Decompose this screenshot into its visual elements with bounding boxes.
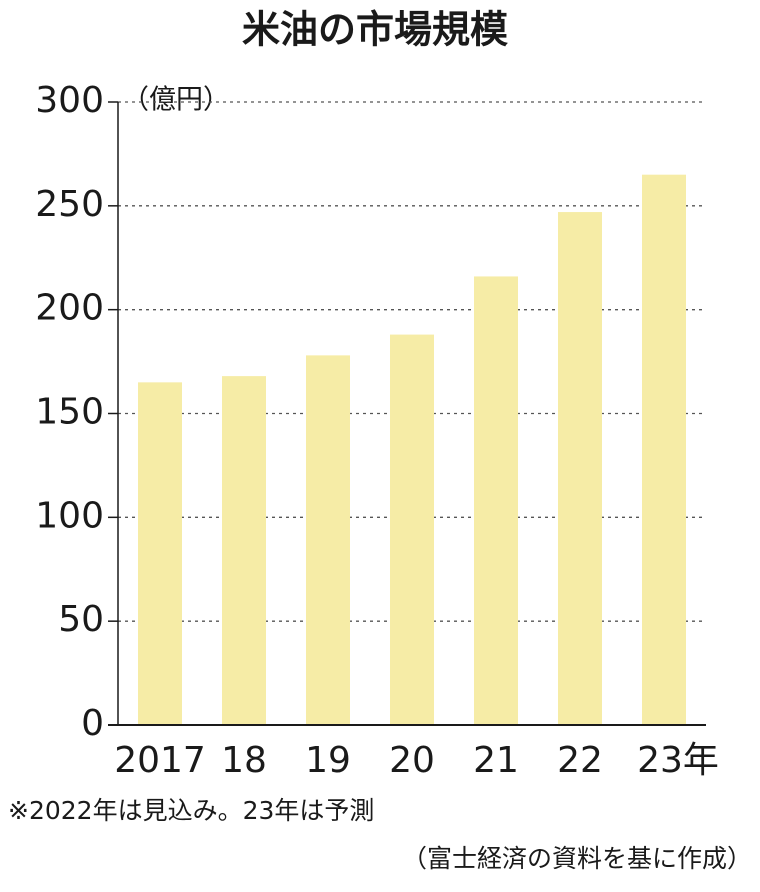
x-tick-label: 18 (221, 740, 267, 781)
y-tick-label: 300 (35, 80, 104, 121)
bar (642, 174, 686, 725)
x-tick-label: 20 (389, 740, 435, 781)
source-note: （富士経済の資料を基に作成） (402, 844, 752, 873)
y-tick-label: 50 (58, 599, 104, 640)
bar (474, 276, 518, 725)
y-tick-label: 0 (81, 703, 104, 744)
chart-title: 米油の市場規模 (242, 8, 508, 52)
x-tick-label: 2017 (114, 740, 206, 781)
bar (222, 376, 266, 725)
y-tick-label: 200 (35, 288, 104, 329)
y-tick-label: 250 (35, 184, 104, 225)
y-tick-label: 100 (35, 495, 104, 536)
bar (138, 382, 182, 725)
x-tick-label: 23年 (637, 740, 719, 781)
y-tick-label: 150 (35, 392, 104, 433)
x-tick-label: 22 (557, 740, 603, 781)
x-tick-label: 21 (473, 740, 519, 781)
x-tick-label: 19 (305, 740, 351, 781)
bar (390, 334, 434, 725)
y-unit-label: （億円） (122, 85, 230, 116)
note: ※2022年は見込み。23年は予測 (8, 796, 374, 825)
bar (558, 212, 602, 725)
bar (306, 355, 350, 725)
